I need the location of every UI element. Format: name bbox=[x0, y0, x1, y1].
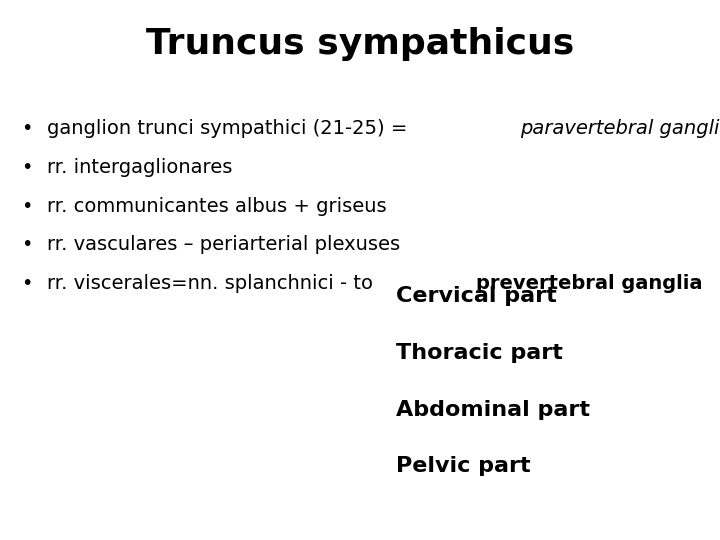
Text: rr. communicantes albus + griseus: rr. communicantes albus + griseus bbox=[47, 197, 387, 215]
Text: rr. vasculares – periarterial plexuses: rr. vasculares – periarterial plexuses bbox=[47, 235, 400, 254]
Text: Pelvic part: Pelvic part bbox=[396, 456, 531, 476]
Text: rr. viscerales=nn. splanchnici - to: rr. viscerales=nn. splanchnici - to bbox=[47, 274, 379, 293]
Text: •: • bbox=[22, 119, 33, 138]
Text: ganglion trunci sympathici (21-25) =: ganglion trunci sympathici (21-25) = bbox=[47, 119, 413, 138]
Text: Truncus sympathicus: Truncus sympathicus bbox=[146, 27, 574, 61]
Text: rr. intergaglionares: rr. intergaglionares bbox=[47, 158, 232, 177]
Text: Thoracic part: Thoracic part bbox=[396, 343, 563, 363]
Text: •: • bbox=[22, 158, 33, 177]
Text: prevertebral ganglia: prevertebral ganglia bbox=[475, 274, 702, 293]
Text: Abdominal part: Abdominal part bbox=[396, 400, 590, 420]
Text: •: • bbox=[22, 235, 33, 254]
Text: Cervical part: Cervical part bbox=[396, 286, 557, 306]
Text: paravertebral ganglia: paravertebral ganglia bbox=[520, 119, 720, 138]
Text: •: • bbox=[22, 274, 33, 293]
Text: •: • bbox=[22, 197, 33, 215]
